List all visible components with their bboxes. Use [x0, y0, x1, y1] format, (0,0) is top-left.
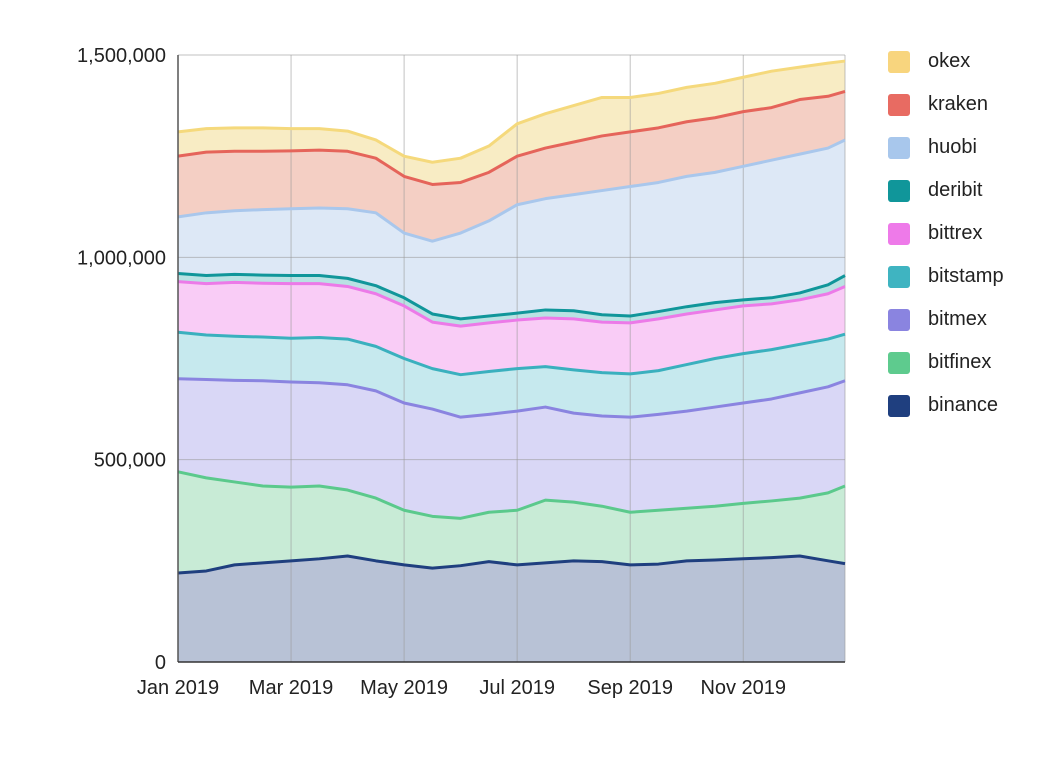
legend-swatch — [888, 351, 910, 374]
legend-label: deribit — [928, 179, 983, 201]
chart-legend: okex kraken huobi deribit bittrex bitstamp bit… — [888, 40, 1028, 427]
series-lines — [177, 59, 846, 575]
legend-swatch — [888, 179, 910, 202]
y-tick-label: 1,500,000 — [77, 45, 166, 67]
y-tick-label: 1,000,000 — [77, 247, 166, 269]
legend-swatch — [888, 265, 910, 288]
x-tick-label: Nov 2019 — [700, 677, 786, 699]
x-tick-label: Jul 2019 — [479, 677, 555, 699]
legend-label: bitstamp — [928, 265, 1004, 287]
line-binance — [177, 554, 846, 575]
legend-label: okex — [928, 50, 971, 72]
legend-swatch — [888, 50, 910, 73]
y-tick-label: 500,000 — [94, 450, 166, 472]
line-bittrex — [177, 280, 846, 328]
area-binance — [178, 555, 845, 662]
x-tick-label: May 2019 — [360, 677, 448, 699]
x-tick-label: Sep 2019 — [587, 677, 673, 699]
legend-swatch — [888, 308, 910, 331]
legend-item-bittrex: bittrex — [888, 212, 1028, 255]
legend-label: bitfinex — [928, 351, 992, 373]
x-tick-label: Mar 2019 — [249, 677, 334, 699]
line-bitstamp — [177, 330, 846, 377]
legend-item-deribit: deribit — [888, 169, 1028, 212]
y-tick-label: 0 — [155, 652, 166, 674]
line-kraken — [177, 89, 846, 186]
legend-label: bittrex — [928, 222, 983, 244]
line-huobi — [177, 138, 846, 243]
line-bitmex — [177, 377, 846, 419]
legend-item-okex: okex — [888, 40, 1028, 83]
legend-item-binance: binance — [888, 384, 1028, 427]
line-okex — [177, 59, 846, 164]
legend-item-bitstamp: bitstamp — [888, 255, 1028, 298]
legend-swatch — [888, 222, 910, 245]
legend-label: huobi — [928, 136, 977, 158]
legend-swatch — [888, 136, 910, 159]
legend-label: binance — [928, 394, 999, 416]
line-deribit — [177, 272, 846, 321]
legend-item-kraken: kraken — [888, 83, 1028, 126]
legend-item-huobi: huobi — [888, 126, 1028, 169]
line-bitfinex — [177, 470, 846, 520]
legend-swatch — [888, 93, 910, 116]
legend-label: kraken — [928, 93, 989, 115]
legend-item-bitfinex: bitfinex — [888, 341, 1028, 384]
x-tick-label: Jan 2019 — [137, 677, 219, 699]
legend-label: bitmex — [928, 308, 987, 330]
legend-item-bitmex: bitmex — [888, 298, 1028, 341]
area-fills — [178, 61, 845, 663]
legend-swatch — [888, 394, 910, 417]
